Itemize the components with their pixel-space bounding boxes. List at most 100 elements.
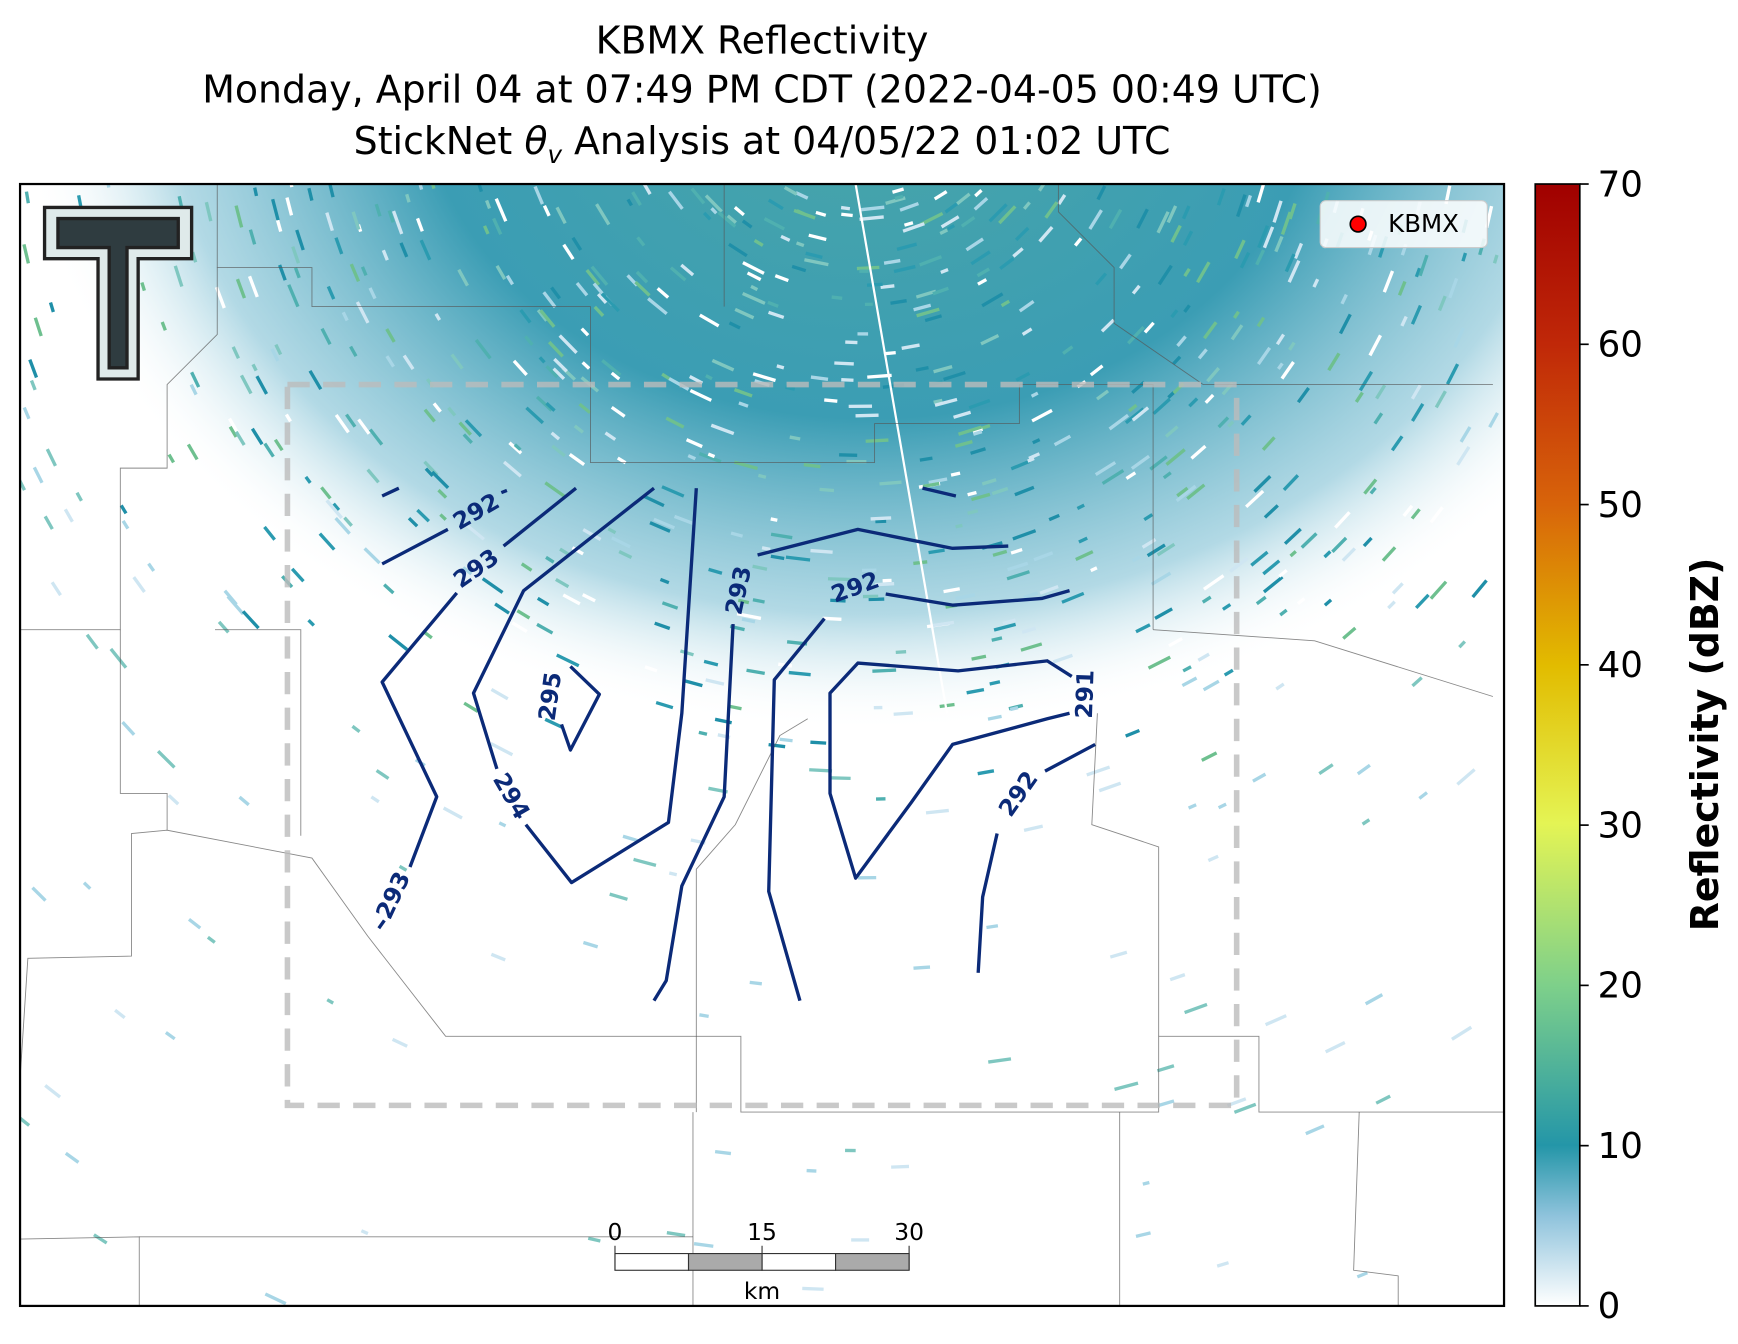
radar-gate	[64, 1151, 80, 1164]
radar-gate	[633, 857, 657, 867]
radar-gate	[1127, 325, 1145, 345]
radar-gate	[851, 1238, 870, 1242]
radar-gate	[278, 264, 287, 281]
radar-gate	[733, 206, 745, 217]
contour-line	[976, 833, 999, 973]
radar-gate	[1232, 310, 1240, 319]
radar-gate	[1157, 264, 1173, 286]
radar-gate	[263, 525, 276, 541]
radar-gate	[980, 333, 1000, 346]
radar-gate	[824, 398, 838, 403]
radar-gate	[913, 303, 932, 312]
radar-gate	[1175, 484, 1197, 503]
radar-gate	[308, 369, 323, 391]
radar-gate	[512, 359, 528, 377]
radar-gate	[320, 327, 332, 345]
radar-gate	[1354, 391, 1364, 403]
radar-gate	[1256, 316, 1266, 328]
radar-gate	[1201, 751, 1218, 762]
radar-gate	[770, 517, 778, 522]
logo-inner	[56, 216, 180, 370]
radar-gate	[1414, 267, 1422, 278]
radar-gate	[767, 300, 779, 308]
radar-gate	[325, 499, 344, 520]
radar-gate	[513, 443, 522, 451]
radar-gate	[865, 438, 889, 443]
radar-gate	[334, 237, 344, 255]
radar-gate	[609, 892, 628, 901]
radar-gate	[1282, 474, 1300, 492]
colorbar-tick-label: 10	[1598, 1126, 1643, 1167]
radar-gate	[533, 185, 545, 205]
radar-gate	[967, 509, 979, 515]
radar-gate	[1368, 334, 1382, 357]
radar-gate	[381, 249, 389, 261]
radar-gate	[738, 401, 749, 408]
radar-gate	[1023, 824, 1044, 833]
radar-gate	[1459, 426, 1472, 443]
scale-tick-label: 0	[608, 1218, 623, 1246]
radar-gate	[50, 581, 62, 597]
contour-line	[524, 488, 698, 885]
radar-gate	[902, 222, 925, 233]
radar-gate	[1007, 561, 1029, 572]
radar-gate	[859, 269, 869, 273]
radar-gate	[1250, 550, 1269, 567]
radar-gate	[1280, 211, 1292, 235]
radar-gate	[1453, 327, 1465, 348]
radar-gate	[947, 224, 956, 231]
radar-gate	[1444, 185, 1452, 205]
radar-gate	[167, 794, 180, 806]
radar-gate	[43, 515, 54, 530]
radar-gate	[190, 371, 201, 388]
radar-gate	[431, 470, 450, 489]
radar-gate	[659, 577, 670, 585]
radar-gate	[585, 269, 601, 286]
radar-gate	[1331, 536, 1348, 553]
radar-gate	[423, 408, 436, 423]
radar-gate	[535, 395, 553, 412]
radar-coverage	[20, 184, 1505, 1306]
radar-gate	[465, 524, 485, 541]
radar-gate	[494, 198, 508, 222]
radar-gate	[578, 402, 592, 414]
radar-gate	[803, 462, 821, 469]
radar-gate	[1143, 321, 1155, 334]
radar-gate	[402, 354, 415, 370]
radar-gate	[815, 210, 827, 217]
radar-gate	[1044, 201, 1059, 219]
radar-gate	[1216, 1261, 1230, 1268]
radar-gate	[1362, 536, 1373, 548]
colorbar-gradient	[1534, 183, 1581, 1307]
radar-gate	[217, 620, 230, 634]
radar-gate	[1256, 346, 1272, 366]
contour-line	[502, 486, 578, 548]
radar-gate	[547, 340, 564, 358]
radar-gate	[1057, 194, 1067, 205]
radar-gate	[248, 229, 257, 245]
radar-gate	[326, 998, 335, 1005]
radar-gate	[913, 965, 931, 970]
radar-gate	[536, 596, 550, 607]
radar-gate	[993, 622, 1017, 632]
radar-gate	[958, 425, 982, 436]
radar-gate	[810, 548, 833, 554]
radar-gate	[1217, 416, 1230, 429]
scale-tick-label: 15	[747, 1218, 777, 1246]
radar-gate	[1262, 575, 1284, 594]
radar-gate	[934, 397, 958, 407]
radar-gate	[1109, 950, 1128, 959]
radar-gate	[1130, 454, 1151, 470]
radar-gate	[556, 653, 580, 668]
radar-gate	[668, 190, 684, 210]
radar-gate	[1461, 252, 1468, 262]
radar-gate	[1150, 571, 1172, 586]
radar-gate	[1363, 478, 1378, 495]
radar-gate	[1400, 315, 1408, 327]
radar-gate	[1272, 200, 1283, 223]
radar-gate	[290, 567, 305, 583]
radar-gate	[976, 267, 991, 278]
radar-gate	[1448, 277, 1459, 299]
radar-gate	[1318, 763, 1334, 776]
radar-gate	[1356, 1271, 1368, 1279]
